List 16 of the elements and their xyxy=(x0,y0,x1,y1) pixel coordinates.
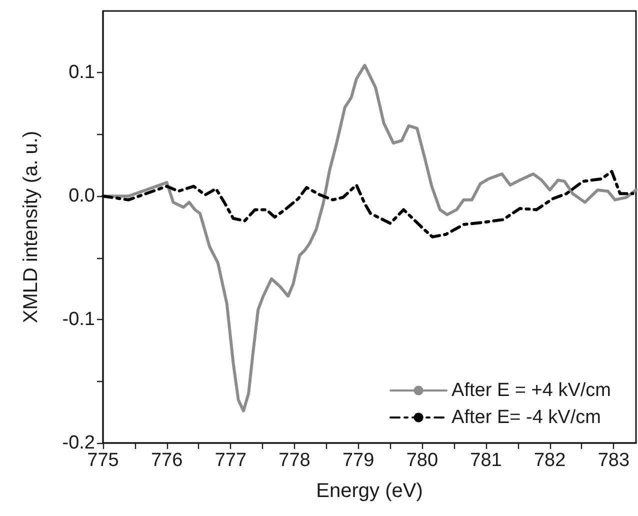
y-axis-title: XMLD intensity (a. u.) xyxy=(20,130,42,324)
y-tick-label: -0.1 xyxy=(62,309,95,330)
legend-label: After E = +4 kV/cm xyxy=(452,380,612,401)
x-tick-label: 778 xyxy=(278,450,310,471)
x-tick-label: 782 xyxy=(534,450,566,471)
x-tick-label: 780 xyxy=(406,450,438,471)
x-tick-label: 776 xyxy=(150,450,183,471)
y-tick-label: 0.0 xyxy=(68,186,95,207)
x-tick-label: 781 xyxy=(470,450,502,471)
legend-label: After E= -4 kV/cm xyxy=(452,407,601,428)
y-tick-label: 0.1 xyxy=(68,62,95,84)
line-series xyxy=(102,170,634,238)
x-tick-label: 777 xyxy=(214,450,247,471)
x-axis-title: Energy (eV) xyxy=(316,480,423,502)
x-tick-label: 779 xyxy=(342,450,374,471)
x-tick-label: 783 xyxy=(598,450,630,471)
